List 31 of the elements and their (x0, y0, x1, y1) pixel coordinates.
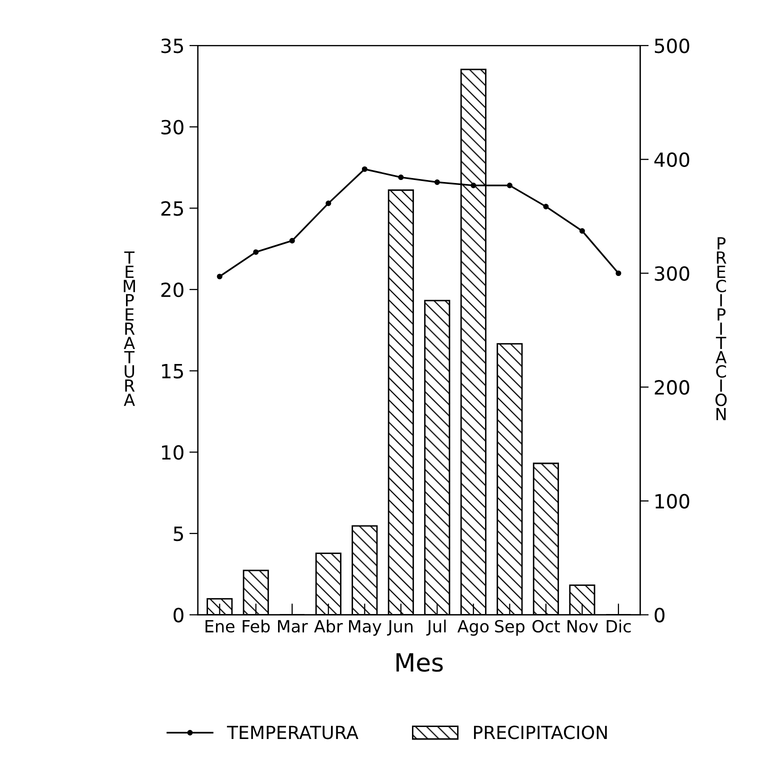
y-tick-label: 10 (162, 445, 184, 460)
x-tick-label: Mar (278, 620, 308, 633)
x-tick-label: Oct (532, 620, 560, 633)
y2-tick-label: 200 (654, 380, 690, 395)
y2-tick-label: 300 (654, 266, 690, 281)
y-tick-label: 20 (161, 282, 184, 298)
text: TEMPERATURA (124, 251, 135, 406)
y-tick-label: 30 (161, 120, 184, 135)
x-tick-label: Jun (387, 620, 413, 636)
x-tick-label: Feb (242, 620, 270, 633)
x-tick-label: Ago (457, 620, 489, 636)
y-tick-label: 15 (162, 364, 183, 378)
x-tick-label: Ene (206, 620, 234, 633)
text: PRECIPITACION (715, 237, 727, 420)
legend-label: PRECIPITACION (474, 726, 607, 740)
x-axis-title: Mes (396, 653, 443, 672)
y2-tick-label: 100 (656, 494, 690, 509)
x-tick-label: Dic (606, 620, 631, 633)
x-tick-label: Sep (495, 620, 524, 636)
y-tick-label: 5 (174, 526, 183, 542)
y2-tick-label: 500 (654, 38, 690, 54)
y2-tick-label: 0 (654, 608, 664, 622)
x-tick-label: Jul (426, 620, 446, 636)
y-tick-label: 25 (161, 201, 183, 216)
legend-label: TEMPERATURA (226, 726, 358, 740)
x-tick-label: May (349, 620, 382, 636)
y-tick-label: 35 (161, 38, 183, 54)
y2-tick-label: 400 (654, 152, 690, 168)
y-tick-label: 0 (174, 608, 184, 622)
x-tick-label: Nov (568, 620, 598, 633)
x-tick-label: Abr (314, 620, 343, 633)
